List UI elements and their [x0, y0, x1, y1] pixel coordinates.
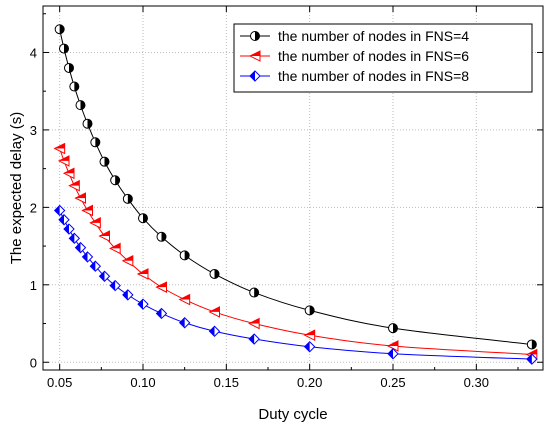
data-point	[249, 287, 260, 298]
legend-marker	[249, 70, 261, 82]
data-point	[53, 204, 66, 217]
data-point	[526, 353, 538, 365]
data-point	[57, 155, 70, 167]
x-tick-label: 0.05	[47, 375, 72, 390]
data-point	[68, 179, 80, 192]
data-point	[388, 323, 398, 334]
data-point	[208, 325, 221, 337]
legend-item: the number of nodes in FNS=8	[240, 68, 469, 84]
data-point	[179, 250, 190, 261]
data-point	[303, 329, 316, 341]
x-tick-label: 0.25	[380, 375, 405, 390]
data-point	[122, 289, 134, 301]
y-tick-label: 3	[30, 123, 37, 138]
data-point	[110, 175, 121, 186]
data-point	[62, 167, 75, 180]
x-axis-title: Duty cycle	[258, 406, 327, 423]
data-point	[156, 231, 167, 242]
legend-marker	[250, 31, 260, 41]
data-point	[121, 254, 134, 267]
y-tick-label: 4	[30, 45, 37, 60]
data-point	[109, 242, 121, 255]
data-point	[74, 192, 86, 204]
legend-label: the number of nodes in FNS=8	[278, 68, 469, 84]
data-point	[63, 223, 75, 235]
plot-frame	[42, 5, 544, 371]
legend-label: the number of nodes in FNS=6	[278, 48, 469, 64]
legend: the number of nodes in FNS=4 the number o…	[233, 23, 533, 93]
legend-marker	[248, 50, 261, 62]
data-point	[74, 241, 87, 254]
data-point	[98, 230, 110, 242]
series-1	[54, 24, 537, 350]
data-point	[155, 307, 168, 320]
data-point	[68, 232, 81, 245]
data-point	[178, 293, 191, 306]
data-point	[248, 333, 260, 345]
data-point	[58, 214, 70, 226]
y-tick-label: 2	[30, 200, 37, 215]
data-point	[81, 204, 93, 217]
x-tick-label: 0.20	[297, 375, 322, 390]
data-point	[526, 339, 537, 350]
data-point	[89, 260, 102, 272]
data-point	[137, 298, 149, 310]
data-point	[209, 268, 220, 279]
legend-box	[233, 23, 533, 93]
data-point	[53, 142, 66, 155]
y-tick-label: 0	[30, 355, 37, 370]
data-point	[89, 217, 101, 229]
data-point	[136, 268, 149, 280]
data-point	[138, 213, 148, 224]
data-point	[98, 270, 111, 282]
x-tick-label: 0.10	[130, 375, 155, 390]
series-2	[53, 142, 538, 361]
legend-label: the number of nodes in FNS=4	[278, 28, 469, 44]
data-point	[99, 156, 110, 167]
data-point	[82, 118, 93, 129]
data-point	[69, 81, 80, 92]
x-tick-label: 0.30	[464, 375, 489, 390]
data-point	[178, 317, 191, 329]
y-axis-title: The expected delay (s)	[8, 112, 25, 265]
data-point	[81, 251, 94, 263]
data-point	[59, 43, 69, 54]
legend-item: the number of nodes in FNS=4	[240, 28, 469, 44]
data-point	[303, 341, 316, 353]
series-3	[53, 204, 538, 365]
series-group	[53, 24, 538, 365]
data-point	[109, 279, 121, 292]
data-point	[248, 317, 260, 330]
data-point	[90, 137, 101, 148]
data-point	[54, 24, 65, 35]
data-point	[304, 305, 315, 316]
data-point	[155, 281, 167, 293]
legend-item: the number of nodes in FNS=6	[240, 48, 469, 64]
data-point	[75, 100, 86, 111]
y-tick-label: 1	[30, 278, 37, 293]
data-point	[64, 62, 74, 73]
data-point	[122, 193, 133, 204]
axis-ticks: 0.05 0.10 0.15 0.20 0.25 0.30 0 1 2 3 4	[30, 6, 543, 390]
x-tick-label: 0.15	[214, 375, 239, 390]
data-point	[387, 348, 399, 360]
data-point	[208, 306, 220, 318]
